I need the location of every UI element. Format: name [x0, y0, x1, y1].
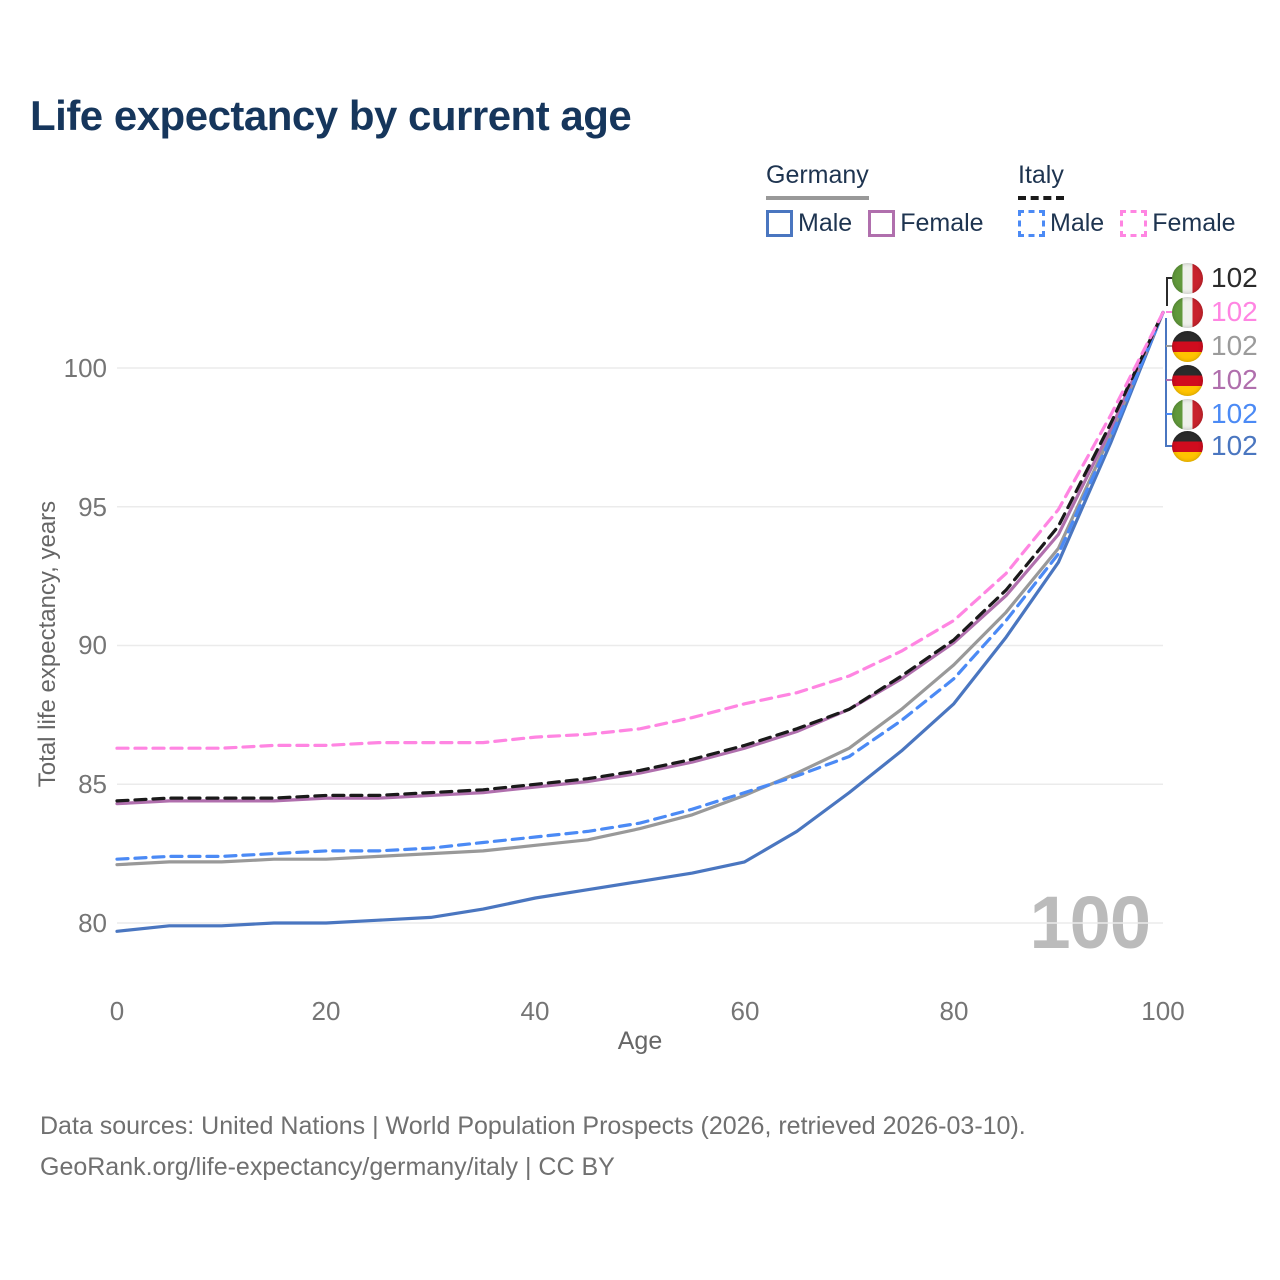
end-value: 102 [1211, 330, 1258, 361]
end-label-germany-female: 102 [1172, 364, 1258, 396]
y-tick-100: 100 [63, 353, 107, 383]
legend-item-germany-female[interactable]: Female [868, 209, 984, 238]
legend-item-italy-male[interactable]: Male [1018, 209, 1104, 238]
legend-label-germany-male: Male [798, 209, 853, 237]
end-value: 102 [1211, 430, 1258, 461]
end-label-italy-female: 102 [1172, 296, 1258, 328]
attribution-line: GeoRank.org/life-expectancy/germany/ital… [40, 1153, 615, 1181]
x-tick-0: 0 [109, 996, 125, 1026]
y-tick-80: 80 [78, 908, 107, 938]
y-tick-90: 90 [78, 630, 107, 660]
end-label-italy-total: 102 [1172, 262, 1258, 294]
italy-female-swatch-icon [1120, 210, 1148, 237]
legend-label-italy-male: Male [1050, 209, 1105, 237]
end-label-italy-male: 102 [1172, 398, 1258, 430]
legend-group-germany: Germany Male Female [766, 161, 984, 238]
x-tick-40: 40 [520, 996, 550, 1026]
x-tick-20: 20 [311, 996, 341, 1026]
x-tick-80: 80 [939, 996, 969, 1026]
x-tick-60: 60 [730, 996, 760, 1026]
legend-italy-items: Male Female [1018, 209, 1236, 238]
y-tick-85: 85 [78, 769, 107, 799]
legend-item-germany-male[interactable]: Male [766, 209, 852, 238]
footer: Data sources: United Nations | World Pop… [40, 1106, 1026, 1188]
legend-germany-header: Germany [766, 161, 869, 200]
italy-male-swatch-icon [1018, 210, 1045, 237]
end-value: 102 [1211, 364, 1258, 395]
end-value: 102 [1211, 296, 1258, 327]
germany-flag-icon [1172, 330, 1203, 362]
legend-item-italy-female[interactable]: Female [1120, 209, 1236, 238]
x-tick-100: 100 [1141, 996, 1185, 1026]
legend-label-italy-female: Female [1152, 209, 1236, 237]
y-tick-95: 95 [78, 492, 107, 522]
end-label-germany-total: 102 [1172, 330, 1258, 362]
legend-germany-items: Male Female [766, 209, 984, 238]
page-title: Life expectancy by current age [30, 92, 632, 139]
end-value: 102 [1211, 262, 1258, 293]
germany-male-swatch-icon [766, 210, 793, 237]
data-sources-line: Data sources: United Nations | World Pop… [40, 1112, 1026, 1140]
italy-flag-icon [1172, 262, 1203, 294]
x-axis-title: Age [617, 1027, 663, 1055]
italy-flag-icon [1172, 398, 1203, 430]
germany-flag-icon [1172, 430, 1203, 462]
y-axis-title: Total life expectancy, years [34, 500, 61, 788]
legend-italy-header: Italy [1018, 161, 1064, 200]
legend-group-italy: Italy Male Female [1018, 161, 1236, 238]
germany-flag-icon [1172, 364, 1203, 396]
end-value: 102 [1211, 398, 1258, 429]
legend-label-germany-female: Female [900, 209, 984, 237]
italy-flag-icon [1172, 296, 1203, 328]
end-label-germany-male: 102 [1172, 430, 1258, 462]
germany-female-swatch-icon [868, 210, 896, 237]
